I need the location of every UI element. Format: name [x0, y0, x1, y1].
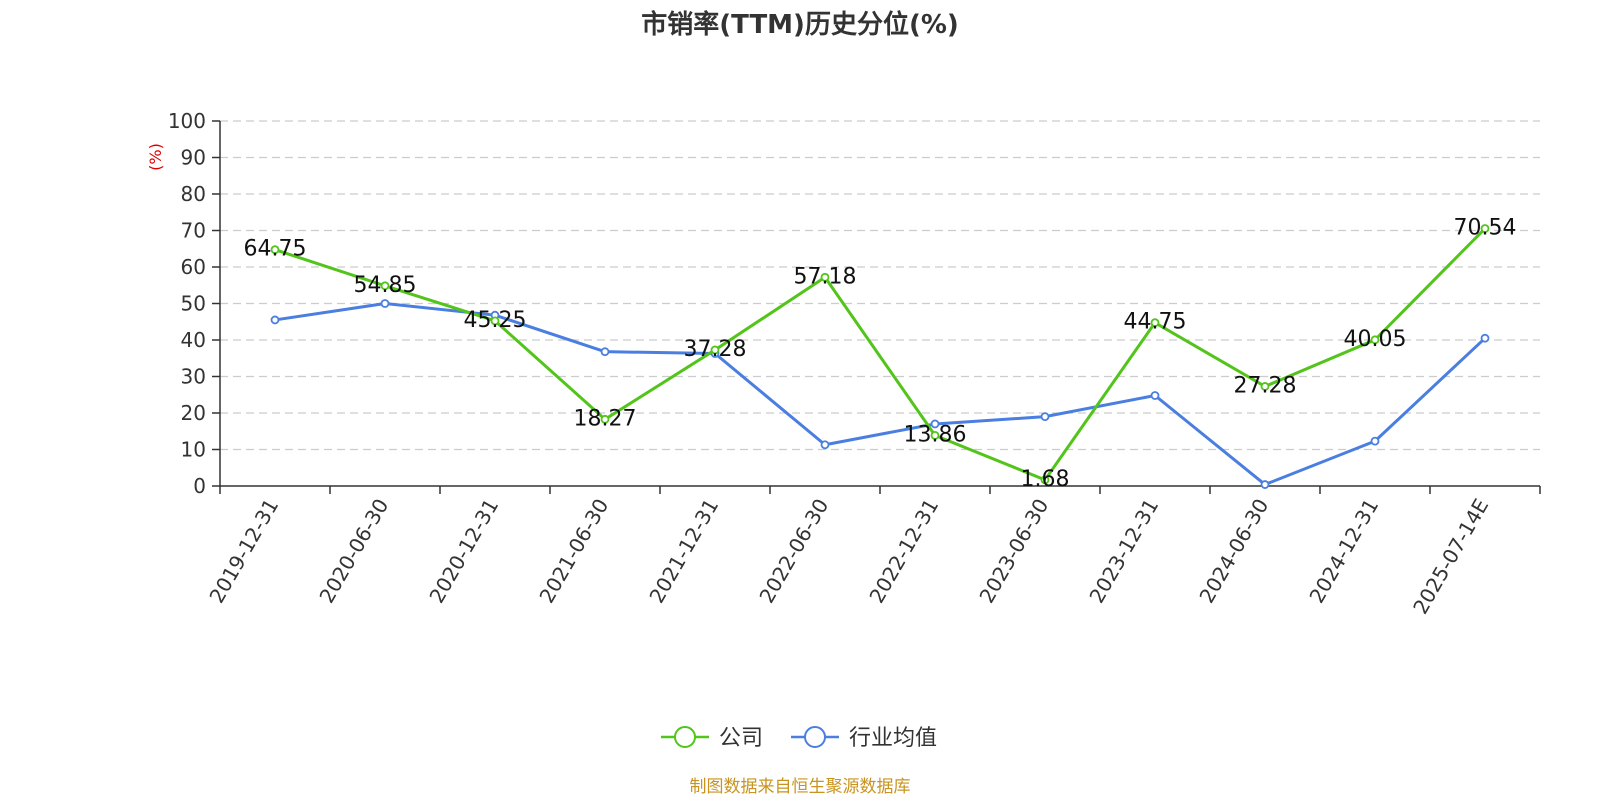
- x-tick-label: 2025-07-14E: [1408, 495, 1493, 619]
- point-company[interactable]: [270, 245, 280, 255]
- data-label: 27.28: [1234, 373, 1297, 398]
- data-label: 18.27: [574, 406, 637, 431]
- source-note: 制图数据来自恒生聚源数据库: [690, 777, 911, 797]
- legend[interactable]: 公司 行业均值: [661, 726, 937, 751]
- data-label: 45.25: [464, 308, 527, 333]
- data-label: 40.05: [1344, 327, 1407, 352]
- point-industry[interactable]: [820, 440, 830, 450]
- data-label: 64.75: [244, 237, 307, 262]
- y-tick-label: 20: [181, 401, 206, 425]
- y-tick-labels: 0 10 20 30 40 50 60 70 80 90 100: [168, 109, 206, 498]
- x-tick-label: 2022-06-30: [754, 495, 833, 608]
- series-line-company: [274, 227, 1487, 482]
- x-tick-label: 2021-12-31: [644, 495, 723, 608]
- x-tick-label: 2024-12-31: [1304, 495, 1383, 608]
- y-tick-label: 50: [181, 292, 206, 316]
- point-company[interactable]: [1480, 224, 1490, 233]
- legend-item-company[interactable]: 公司: [661, 726, 763, 751]
- legend-marker: [804, 726, 826, 748]
- legend-label: 公司: [719, 726, 763, 751]
- point-industry[interactable]: [1370, 436, 1380, 446]
- y-tick-label: 30: [181, 365, 206, 389]
- x-tick-label: 2021-06-30: [534, 495, 613, 608]
- y-tick-label: 80: [181, 182, 206, 206]
- point-company[interactable]: [710, 345, 720, 355]
- point-company[interactable]: [1150, 318, 1160, 328]
- x-tick-label: 2024-06-30: [1194, 495, 1273, 608]
- series-layer: [270, 224, 1490, 489]
- point-company[interactable]: [1040, 475, 1050, 485]
- point-company[interactable]: [1260, 382, 1270, 391]
- x-tick-label: 2019-12-31: [204, 495, 283, 608]
- point-industry[interactable]: [1480, 333, 1490, 343]
- point-company[interactable]: [490, 316, 500, 326]
- data-labels: 64.75 54.85 45.25 18.27 37.28 57.18 13.86 1.68 4…: [244, 216, 1517, 492]
- point-industry[interactable]: [600, 347, 610, 357]
- y-tick-label: 40: [181, 328, 206, 352]
- legend-label: 行业均值: [849, 726, 937, 751]
- chart-title: 市销率(TTM)历史分位(%): [641, 9, 959, 40]
- point-company[interactable]: [1370, 335, 1380, 345]
- axes: [212, 120, 1541, 494]
- y-tick-label: 10: [181, 438, 206, 462]
- point-industry[interactable]: [1150, 391, 1160, 400]
- x-tick-label: 2022-12-31: [864, 495, 943, 608]
- y-axis-label: (%): [146, 143, 165, 171]
- y-tick-label: 70: [181, 219, 206, 243]
- point-industry[interactable]: [930, 419, 940, 429]
- data-label: 57.18: [794, 264, 857, 289]
- point-industry[interactable]: [1260, 480, 1270, 489]
- point-industry[interactable]: [270, 315, 280, 325]
- x-tick-label: 2020-06-30: [314, 495, 393, 608]
- point-company[interactable]: [930, 431, 940, 440]
- data-label: 1.68: [1021, 467, 1070, 492]
- data-label: 54.85: [354, 273, 417, 298]
- x-tick-labels: 2019-12-31 2020-06-30 2020-12-31 2021-06-30…: [204, 495, 1493, 619]
- point-company[interactable]: [600, 414, 610, 424]
- y-tick-label: 90: [181, 146, 206, 170]
- point-company[interactable]: [820, 272, 830, 282]
- data-label: 37.28: [684, 337, 747, 362]
- point-industry[interactable]: [380, 299, 390, 308]
- x-tick-label: 2023-06-30: [974, 495, 1053, 608]
- y-tick-label: 60: [181, 255, 206, 279]
- data-label: 70.54: [1454, 216, 1517, 241]
- data-label: 44.75: [1124, 310, 1187, 335]
- x-tick-label: 2020-12-31: [424, 495, 503, 608]
- gridlines: [220, 120, 1540, 451]
- series-line-industry: [274, 302, 1487, 487]
- point-industry[interactable]: [1040, 412, 1050, 422]
- legend-item-industry[interactable]: 行业均值: [791, 726, 937, 751]
- x-tick-label: 2023-12-31: [1084, 495, 1163, 608]
- y-tick-label: 0: [193, 474, 206, 498]
- y-tick-label: 100: [168, 109, 206, 133]
- point-company[interactable]: [380, 281, 390, 291]
- legend-marker: [674, 726, 696, 748]
- data-label: 13.86: [904, 422, 967, 447]
